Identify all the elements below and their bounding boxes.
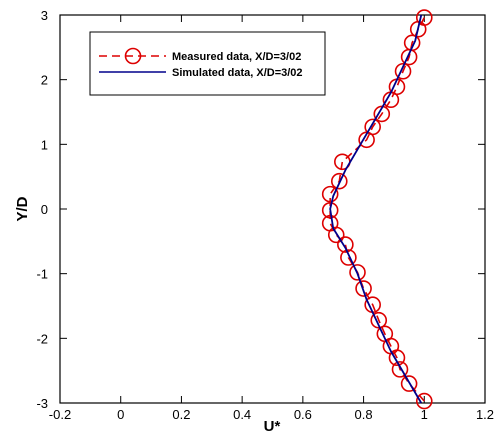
y-tick-label: 3 [41, 8, 48, 23]
measured-point [330, 172, 348, 190]
y-tick-label: 0 [41, 202, 48, 217]
y-tick-label: -1 [36, 267, 48, 282]
y-tick-label: 1 [41, 137, 48, 152]
measured-point [355, 280, 372, 297]
x-tick-label: 1.2 [476, 407, 494, 422]
simulated-line [329, 14, 423, 404]
legend-simulated-label: Simulated data, X/D=3/02 [172, 67, 303, 79]
measured-point [327, 226, 345, 244]
legend-measured-marker [124, 47, 142, 65]
x-tick-label: 1 [421, 407, 428, 422]
measured-point [337, 236, 354, 253]
measured-point [340, 249, 357, 266]
y-tick-label: -2 [36, 331, 48, 346]
y-tick-label: -3 [36, 396, 48, 411]
series-layer [321, 9, 433, 410]
x-axis-title: U* [264, 418, 281, 435]
legend-measured-label: Measured data, X/D=3/02 [172, 51, 301, 63]
measured-point [388, 349, 406, 367]
measured-point [415, 392, 433, 410]
x-tick-label: 0.2 [172, 407, 190, 422]
measured-point [321, 185, 339, 203]
measured-point [400, 375, 418, 392]
measured-point [394, 62, 412, 80]
x-tick-label: 0.6 [294, 407, 312, 422]
measured-point [391, 361, 409, 378]
measured-point [349, 264, 366, 281]
x-tick-label: -0.2 [49, 407, 71, 422]
x-tick-label: 0.8 [355, 407, 373, 422]
measured-point [382, 91, 400, 109]
axis-ticks: -0.2 0 0.2 0.4 0.6 0.8 1 1.2 -3 -2 -1 0 1 2 3 [36, 8, 494, 422]
legend: Measured data, X/D=3/02 Simulated data, … [89, 31, 326, 96]
y-axis-title: Y/D [14, 196, 31, 221]
legend-box [89, 31, 326, 96]
measured-point [409, 20, 427, 38]
measured-point [370, 311, 388, 329]
x-tick-label: 0.4 [233, 407, 251, 422]
y-tick-label: 2 [41, 73, 48, 88]
measured-point [400, 48, 418, 66]
x-tick-label: 0 [117, 407, 124, 422]
measured-point [321, 201, 339, 219]
